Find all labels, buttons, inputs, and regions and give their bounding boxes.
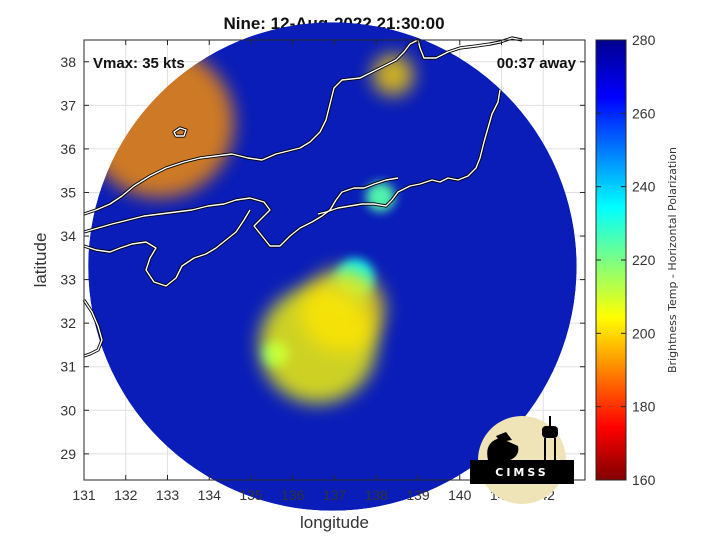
colorbar-ticks: 160 180 200 220 240 260 280: [596, 32, 656, 488]
y-tick-label: 31: [60, 359, 76, 375]
y-tick-label: 33: [60, 272, 76, 288]
x-tick-label: 137: [323, 487, 347, 503]
x-tick-label: 138: [365, 487, 389, 503]
colorbar-tick-label: 260: [632, 105, 656, 121]
y-tick-label: 32: [60, 315, 76, 331]
colorbar-tick-label: 220: [632, 252, 656, 268]
y-tick-label: 38: [60, 54, 76, 70]
colorbar-tick-label: 240: [632, 179, 656, 195]
x-tick-label: 131: [72, 487, 96, 503]
x-axis-label: longitude: [300, 513, 369, 532]
x-tick-label: 136: [281, 487, 305, 503]
colorbar-tick-label: 280: [632, 32, 656, 48]
y-tick-label: 35: [60, 184, 76, 200]
water-tower-icon: [542, 426, 558, 438]
land-warm-region: [372, 53, 414, 96]
colorbar: 160 180 200 220 240 260 280 Brightness Temp - …: [595, 32, 679, 488]
y-tick-label: 30: [60, 402, 76, 418]
y-tick-label: 29: [60, 446, 76, 462]
colorbar-label: Brightness Temp - Horizontal Polarizatio…: [666, 147, 679, 373]
logo-text: CIMSS: [495, 466, 548, 479]
logo-band: [470, 460, 574, 484]
coastlines: [82, 36, 524, 358]
colorbar-tick-label: 160: [632, 472, 656, 488]
vmax-annotation: Vmax: 35 kts: [93, 55, 185, 72]
time-away-annotation: 00:37 away: [497, 55, 577, 72]
y-axis: 29 30 31 32 33 34 35 36 37 38: [60, 54, 585, 462]
y-axis-label: latitude: [31, 233, 50, 288]
cimss-logo: CIMSS: [470, 416, 574, 504]
y-tick-label: 37: [60, 97, 76, 113]
x-tick-label: 133: [156, 487, 180, 503]
colorbar-tick-label: 180: [632, 399, 656, 415]
x-tick-label: 135: [239, 487, 263, 503]
satellite-dish-icon: [487, 438, 519, 460]
x-tick-label: 139: [406, 487, 430, 503]
colorbar-tick-label: 200: [632, 325, 656, 341]
x-tick-label: 140: [448, 487, 472, 503]
x-tick-label: 134: [198, 487, 222, 503]
y-tick-label: 36: [60, 141, 76, 157]
rainband-region: [301, 268, 385, 352]
x-tick-label: 132: [114, 487, 138, 503]
y-tick-label: 34: [60, 228, 76, 244]
